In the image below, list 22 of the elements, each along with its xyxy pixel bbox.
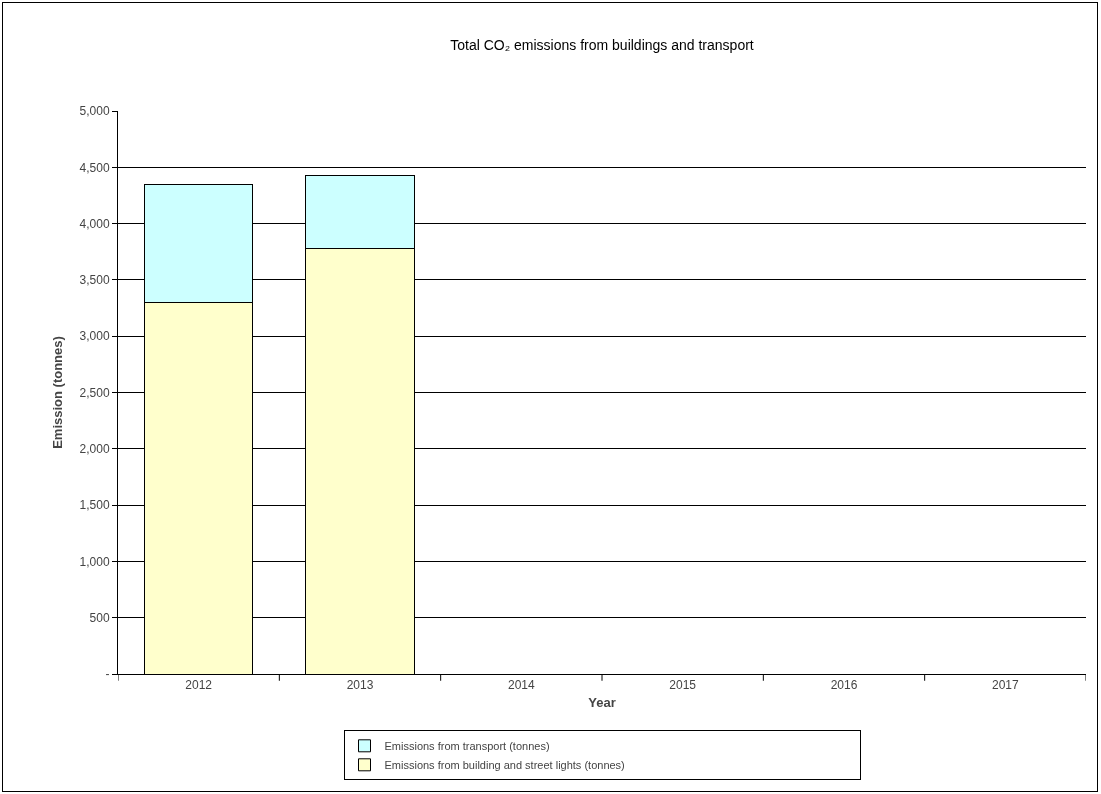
- x-tick-label: 2013: [346, 678, 374, 693]
- y-tick-label: 2,000: [79, 442, 110, 456]
- x-tick-label: 2012: [185, 678, 213, 693]
- legend-label: Emissions from transport (tonnes): [384, 740, 550, 753]
- y-tick-label: 3,000: [79, 329, 110, 344]
- y-tick-label: 2,500: [79, 385, 110, 400]
- y-tick-label: 4,500: [79, 160, 110, 175]
- y-tick-label: 5,000: [79, 104, 110, 119]
- x-tick-label: 2016: [830, 678, 858, 693]
- legend-label: Emissions from building and street lights (tonnes): [384, 759, 625, 772]
- y-tick-label: -: [105, 667, 110, 682]
- x-axis-title: Year: [588, 695, 616, 710]
- y-tick-label: 1,500: [79, 498, 110, 513]
- y-axis-title: Emission (tonnes): [49, 336, 65, 449]
- x-tick-label: 2014: [507, 678, 535, 693]
- x-tick-label: 2017: [991, 678, 1019, 693]
- y-tick-label: 4,000: [79, 216, 110, 231]
- y-tick-label: 500: [89, 610, 110, 625]
- x-tick-label: 2015: [669, 678, 697, 693]
- chart-title: Total CO₂ emissions from buildings and transport: [450, 36, 754, 53]
- y-tick-label: 1,000: [79, 554, 110, 569]
- y-tick-label: 3,500: [79, 273, 110, 288]
